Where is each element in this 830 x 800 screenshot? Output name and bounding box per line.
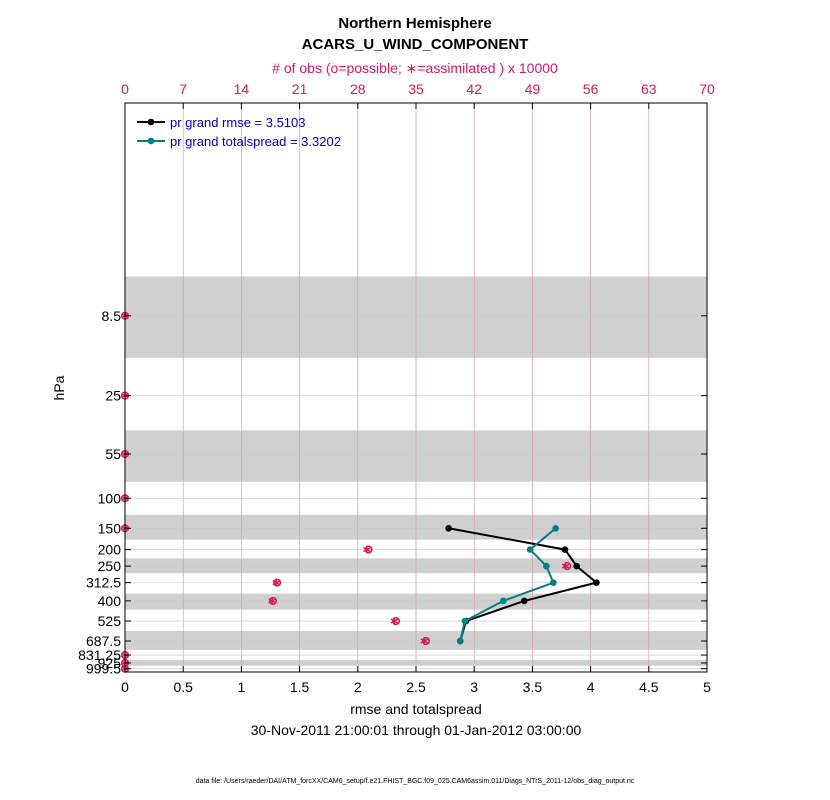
x-tick-label: 1 [238, 679, 246, 695]
series-point-0 [593, 579, 600, 586]
obs-possible-marker [273, 578, 282, 587]
top-tick-label: 49 [525, 81, 541, 97]
series-lines [445, 524, 600, 645]
y-tick-label: 831.25 [78, 647, 121, 663]
y-tick-label: 999.5 [86, 661, 121, 677]
x-tick-label: 5 [703, 679, 711, 695]
legend-swatch-marker [147, 118, 155, 126]
x-tick-label: 4 [587, 679, 595, 695]
y-tick-label: 25 [105, 388, 121, 404]
y-tick-label: 100 [98, 490, 122, 506]
series-point-1 [500, 597, 507, 605]
top-tick-label: 14 [234, 81, 250, 97]
chart-subtitle: ACARS_U_WIND_COMPONENT [302, 36, 529, 53]
star-stroke [420, 638, 429, 644]
obs-assimilated-marker [268, 596, 277, 605]
y-tick-label: 150 [98, 520, 122, 536]
series-point-1 [456, 637, 464, 645]
star-stroke [390, 618, 399, 624]
grid-lines [124, 103, 708, 672]
chart-title: Northern Hemisphere [338, 15, 491, 32]
series-point-0 [561, 546, 569, 553]
y-tick-label: 200 [98, 542, 122, 558]
top-tick-label: 70 [699, 81, 715, 97]
y-tick-label: 250 [98, 558, 122, 574]
star-stroke [363, 546, 371, 553]
x-tick-label: 2.5 [406, 679, 426, 695]
legend-entry-0: pr grand rmse = 3.5103 [170, 115, 306, 130]
top-tick-label: 21 [292, 81, 308, 97]
top-tick-label: 7 [179, 81, 187, 97]
y-tick-label: 8.5 [102, 308, 122, 324]
series-point-1 [526, 546, 534, 553]
obs-assimilated-marker [390, 617, 399, 626]
series-point-1 [461, 617, 469, 625]
y-tick-label: 687.5 [86, 633, 121, 649]
x-tick-label: 4.5 [639, 679, 659, 695]
x-axis-label: rmse and totalspread [350, 701, 482, 717]
series-point-0 [573, 562, 580, 570]
y-tick-label: 400 [98, 593, 122, 609]
y-tick-label: 925 [98, 655, 122, 671]
x-tick-label: 3.5 [523, 679, 543, 695]
legend-swatch-marker [147, 137, 155, 145]
star-stroke [272, 580, 281, 586]
top-tick-label: 56 [583, 81, 599, 97]
series-point-1 [550, 579, 557, 586]
obs-possible-marker [421, 636, 431, 646]
obs-possible-marker [391, 616, 401, 626]
legend-entry-1: pr grand totalspread = 3.3202 [170, 134, 341, 149]
x-axis-ticks: 0 0.5 1 1.5 2 2.5 3 3.5 4 4.5 5 [121, 666, 711, 695]
top-axis-label: # of obs (o=possible; ∗=assimilated ) x … [272, 60, 558, 76]
top-tick-label: 63 [641, 81, 657, 97]
obs-assimilated-marker [272, 578, 281, 587]
top-tick-label: 28 [350, 81, 366, 97]
data-file-footer: data file: /Users/raeder/DAI/ATM_forcXX/… [196, 778, 635, 785]
top-tick-label: 35 [408, 81, 424, 97]
y-axis-label: hPa [51, 375, 67, 400]
obs-assimilated-marker [363, 545, 371, 554]
obs-possible-marker [563, 562, 572, 571]
y-tick-label: 55 [105, 446, 121, 462]
obs-assimilated-marker [420, 637, 429, 646]
obs-assimilated-marker [561, 562, 570, 571]
series-point-0 [520, 597, 528, 605]
x-tick-label: 2 [354, 679, 362, 695]
x-tick-label: 1.5 [290, 679, 310, 695]
top-axis-ticks: 0 7 14 21 28 35 42 49 56 63 70 [121, 81, 715, 109]
star-stroke [268, 598, 277, 604]
series-line-0 [448, 527, 599, 642]
x-tick-label: 0 [121, 679, 129, 695]
legend-anchor [134, 112, 135, 113]
y-tick-label: 312.5 [86, 575, 121, 591]
star-stroke [561, 563, 570, 569]
series-point-1 [552, 524, 559, 532]
date-range-label: 30-Nov-2011 21:00:01 through 01-Jan-2012… [251, 722, 582, 738]
series-point-1 [543, 562, 550, 570]
y-tick-label: 525 [98, 613, 122, 629]
legend: pr grand rmse = 3.5103 pr grand totalspre… [134, 112, 341, 149]
obs-possible-marker [268, 596, 278, 605]
x-tick-label: 0.5 [173, 679, 193, 695]
series-point-0 [445, 524, 452, 532]
top-tick-label: 0 [121, 81, 129, 97]
top-tick-label: 42 [466, 81, 482, 97]
obs-count-markers [120, 311, 572, 673]
x-tick-label: 3 [470, 679, 478, 695]
obs-possible-marker [364, 545, 373, 554]
